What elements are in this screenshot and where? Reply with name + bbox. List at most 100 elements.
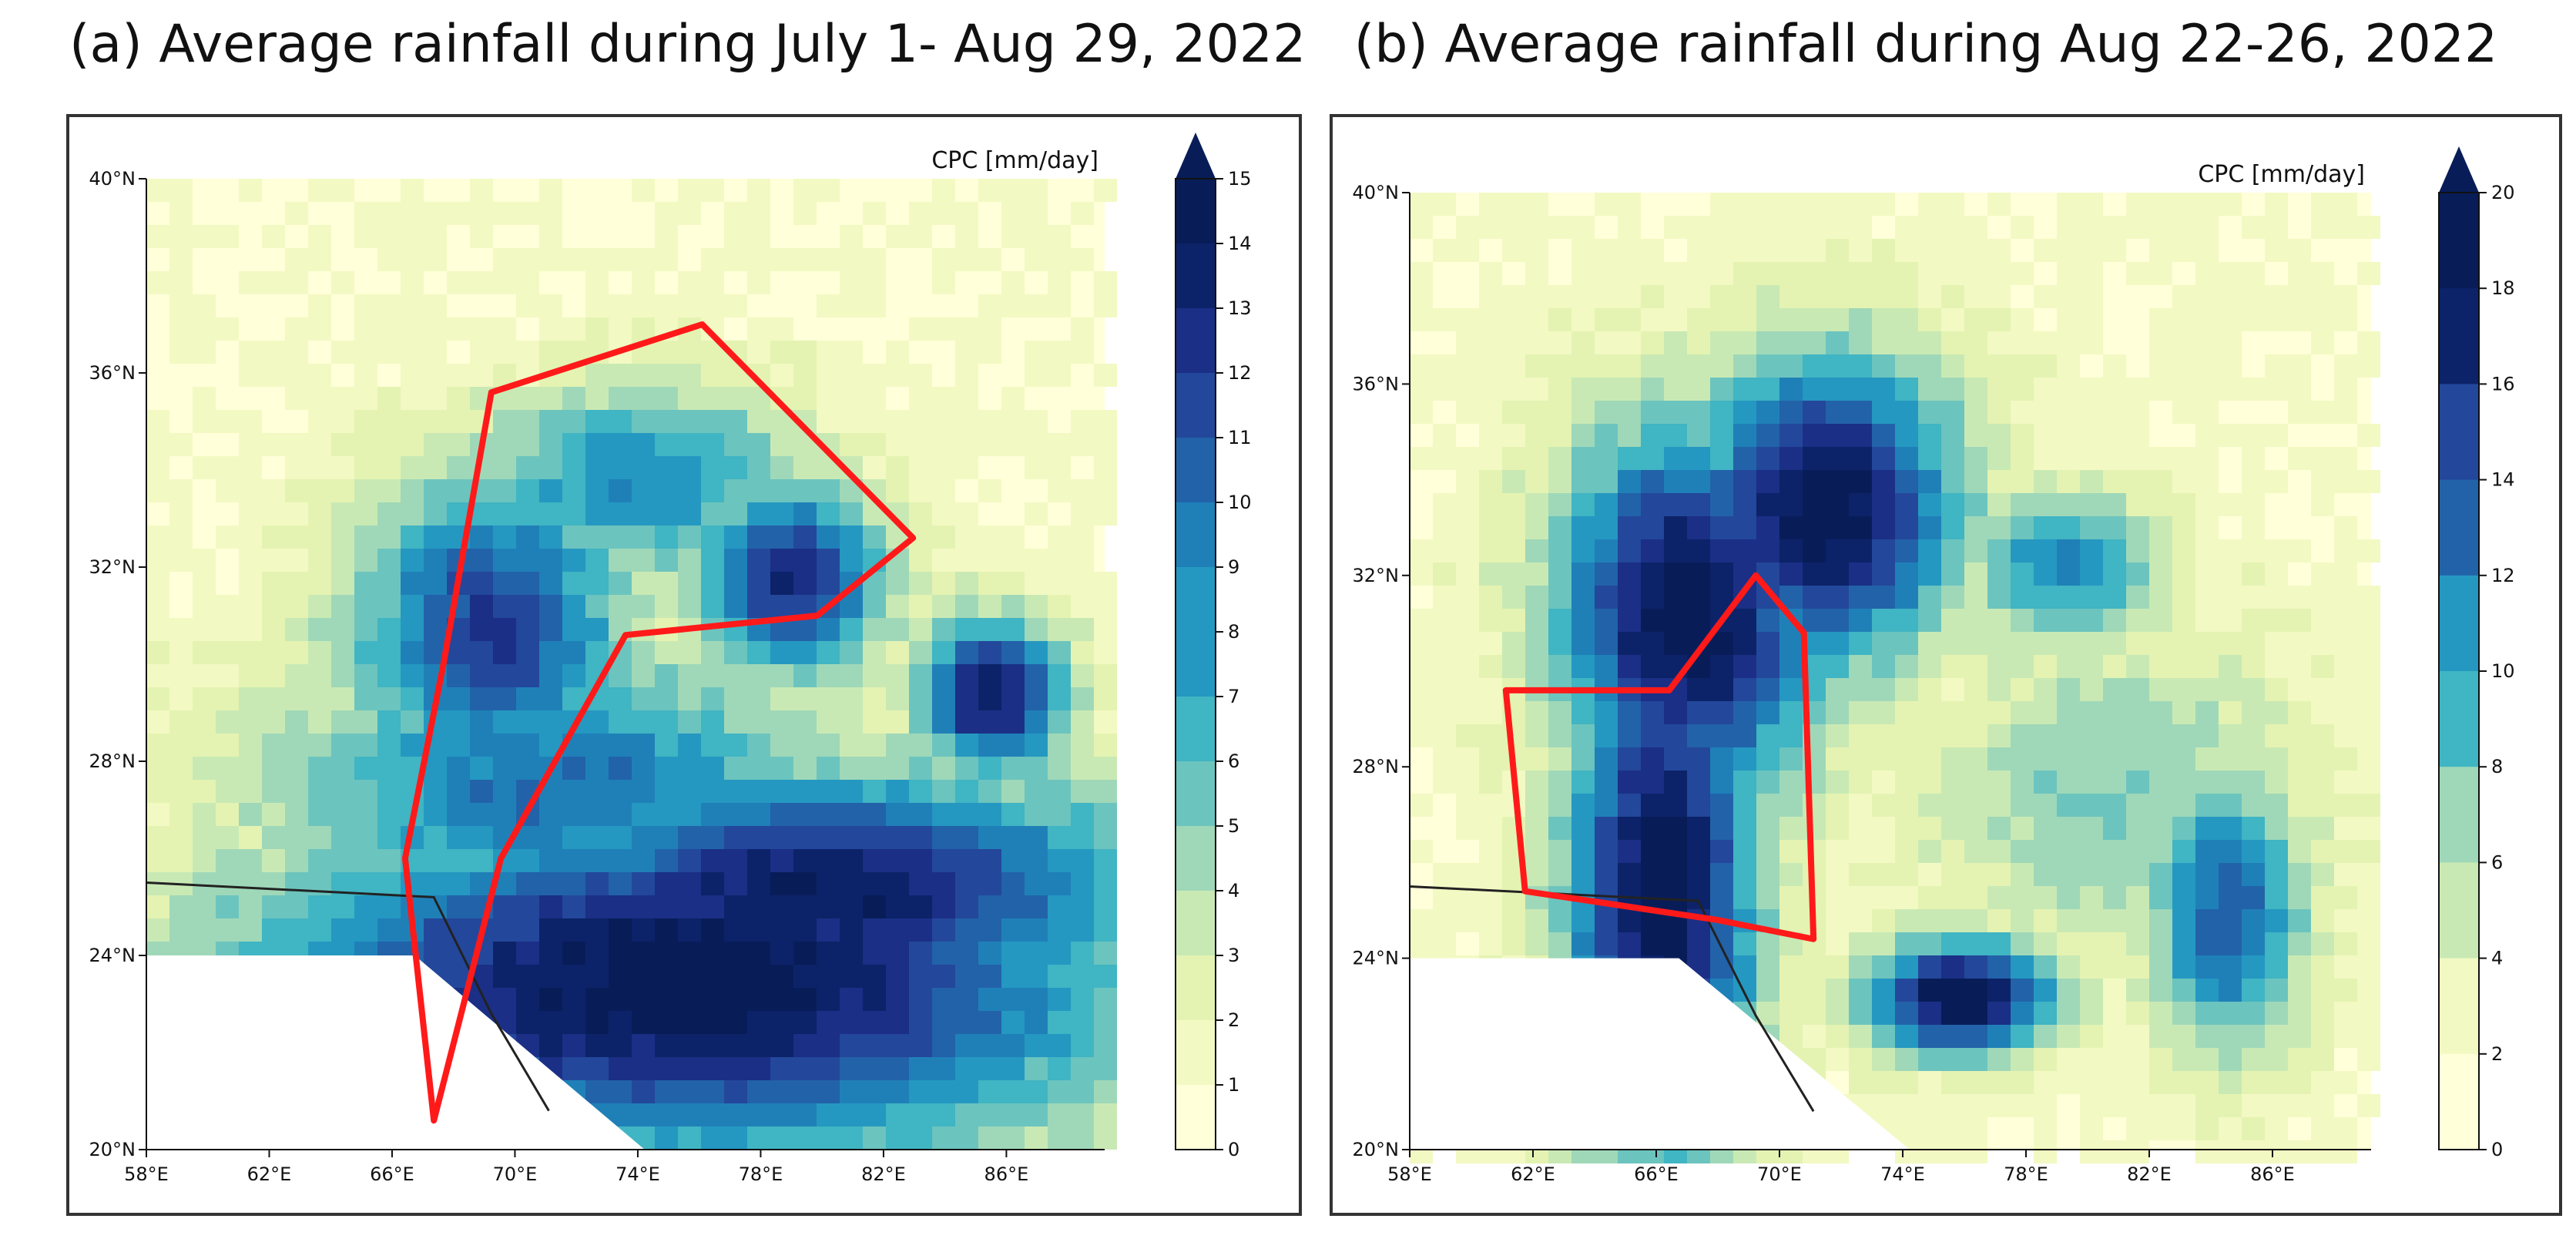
- colorbar-segment: [2439, 193, 2479, 290]
- rainfall-cell: [1733, 378, 1756, 401]
- rainfall-cell: [1048, 895, 1071, 918]
- rainfall-cell: [1479, 262, 1502, 285]
- rainfall-cell: [817, 664, 840, 687]
- rainfall-cell: [817, 710, 840, 734]
- rainfall-cell: [632, 780, 655, 803]
- rainfall-cell: [609, 872, 632, 895]
- rainfall-cell: [2057, 909, 2080, 932]
- rainfall-cell: [1872, 747, 1895, 771]
- rainfall-cell: [909, 872, 932, 895]
- rainfall-cell: [470, 202, 493, 225]
- rainfall-cell: [2011, 470, 2034, 493]
- rainfall-cell: [2219, 354, 2242, 378]
- rainfall-cell: [2242, 840, 2265, 863]
- rainfall-cell: [1826, 979, 1849, 1002]
- rainfall-cell: [1456, 401, 1479, 424]
- rainfall-cell: [2011, 747, 2034, 771]
- rainfall-cell: [701, 641, 724, 664]
- rainfall-cell: [1548, 932, 1571, 955]
- rainfall-cell: [1479, 932, 1502, 955]
- rainfall-cell: [1664, 771, 1687, 794]
- rainfall-cell: [793, 803, 817, 826]
- rainfall-cell: [2149, 1094, 2172, 1117]
- rainfall-cell: [1025, 225, 1048, 248]
- lon-tick-label: 58°E: [1387, 1163, 1432, 1185]
- rainfall-cell: [2219, 1002, 2242, 1025]
- rainfall-cell: [2195, 1002, 2219, 1025]
- rainfall-cell: [793, 965, 817, 988]
- rainfall-cell: [840, 433, 863, 456]
- rainfall-cell: [308, 618, 331, 641]
- rainfall-cell: [655, 757, 678, 780]
- rainfall-cell: [1618, 193, 1641, 216]
- rainfall-cell: [863, 1034, 886, 1057]
- rainfall-cell: [1641, 562, 1664, 586]
- rainfall-cell: [377, 502, 401, 525]
- rainfall-cell: [562, 341, 585, 364]
- rainfall-cell: [1571, 354, 1595, 378]
- rainfall-cell: [2034, 863, 2057, 886]
- rainfall-cell: [770, 710, 793, 734]
- rainfall-cell: [2034, 840, 2057, 863]
- rainfall-cell: [1641, 747, 1664, 771]
- rainfall-cell: [424, 502, 447, 525]
- rainfall-cell: [747, 849, 770, 872]
- rainfall-cell: [724, 734, 747, 757]
- rainfall-cell: [169, 225, 193, 248]
- rainfall-cell: [701, 595, 724, 618]
- rainfall-cell: [1502, 655, 1525, 678]
- rainfall-cell: [146, 410, 169, 433]
- rainfall-cell: [2126, 932, 2149, 955]
- rainfall-cell: [1071, 1126, 1094, 1150]
- rainfall-cell: [1826, 354, 1849, 378]
- rainfall-cell: [169, 710, 193, 734]
- rainfall-cell: [609, 687, 632, 710]
- rainfall-cell: [863, 965, 886, 988]
- rainfall-cell: [770, 1103, 793, 1126]
- rainfall-cell: [909, 641, 932, 664]
- rainfall-cell: [354, 456, 377, 479]
- rainfall-cell: [1664, 562, 1687, 586]
- rainfall-cell: [2103, 794, 2126, 817]
- rainfall-cell: [585, 965, 609, 988]
- rainfall-cell: [2126, 609, 2149, 632]
- rainfall-cell: [1710, 285, 1733, 308]
- rainfall-cell: [1826, 701, 1849, 724]
- rainfall-cell: [2103, 1094, 2126, 1117]
- rainfall-cell: [2288, 932, 2311, 955]
- rainfall-cell: [2242, 562, 2265, 586]
- rainfall-cell: [1479, 354, 1502, 378]
- rainfall-cell: [2080, 678, 2103, 701]
- rainfall-cell: [2080, 955, 2103, 979]
- rainfall-cell: [1687, 701, 1710, 724]
- rainfall-cell: [1618, 470, 1641, 493]
- rainfall-cell: [1756, 632, 1779, 655]
- rainfall-cell: [2149, 447, 2172, 470]
- rainfall-cell: [2011, 678, 2034, 701]
- rainfall-cell: [1595, 794, 1618, 817]
- rainfall-cell: [2103, 609, 2126, 632]
- rainfall-cell: [817, 248, 840, 271]
- rainfall-cell: [2034, 424, 2057, 447]
- rainfall-cell: [1756, 193, 1779, 216]
- rainfall-cell: [539, 387, 562, 410]
- rainfall-cell: [1571, 331, 1595, 354]
- rainfall-cell: [1941, 840, 1964, 863]
- rainfall-cell: [493, 271, 516, 294]
- rainfall-cell: [2288, 308, 2311, 331]
- rainfall-cell: [401, 525, 424, 549]
- rainfall-cell: [470, 872, 493, 895]
- rainfall-cell: [2195, 1117, 2219, 1140]
- rainfall-cell: [308, 641, 331, 664]
- rainfall-cell: [1641, 470, 1664, 493]
- rainfall-cell: [1987, 909, 2011, 932]
- rainfall-cell: [793, 479, 817, 502]
- rainfall-cell: [2149, 747, 2172, 771]
- rainfall-cell: [562, 687, 585, 710]
- rainfall-cell: [1025, 780, 1048, 803]
- lat-tick-label: 32°N: [89, 556, 136, 578]
- rainfall-cell: [932, 942, 955, 965]
- rainfall-cell: [1895, 1071, 1918, 1094]
- rainfall-cell: [2311, 447, 2334, 470]
- rainfall-cell: [354, 895, 377, 918]
